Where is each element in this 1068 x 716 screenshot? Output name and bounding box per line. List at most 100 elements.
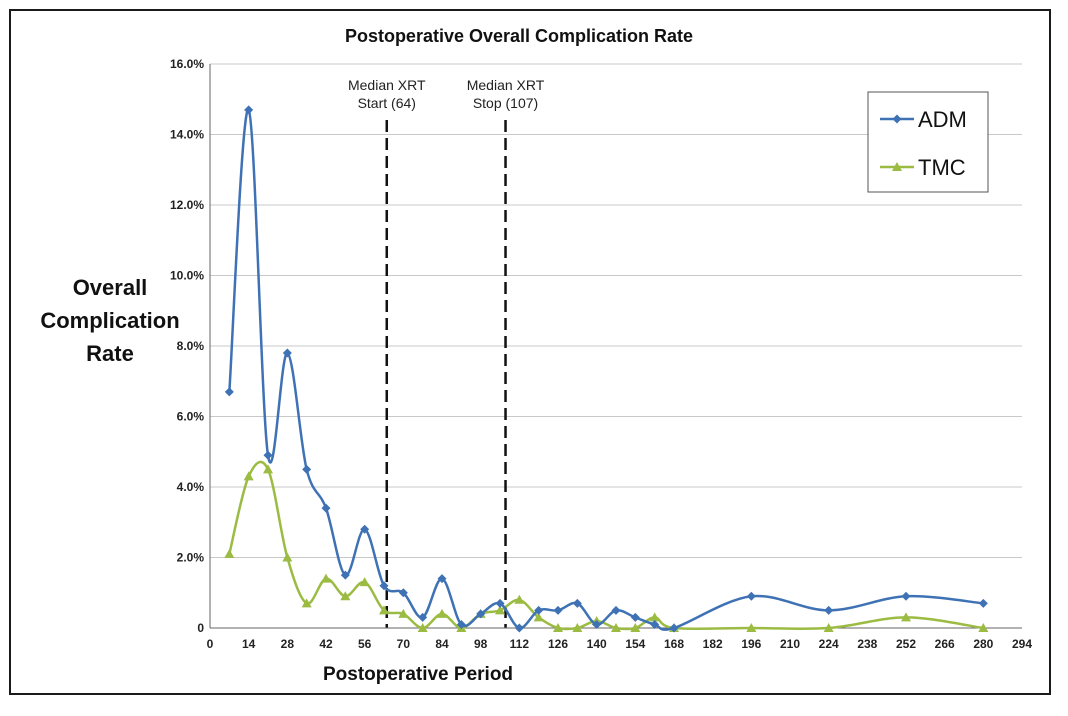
- adm-point: [418, 612, 428, 622]
- adm-point: [224, 387, 234, 397]
- x-tick-label: 154: [625, 637, 645, 651]
- x-tick-label: 0: [207, 637, 214, 651]
- tmc-line: [228, 460, 984, 631]
- x-tick-label: 70: [397, 637, 411, 651]
- tmc-point: [746, 623, 757, 632]
- y-axis-label-line: Rate: [86, 341, 134, 366]
- x-tick-label: 252: [896, 637, 916, 651]
- annotation-label: Stop (107): [473, 95, 538, 111]
- tmc-point: [263, 464, 273, 474]
- adm-point: [553, 605, 563, 615]
- adm-point: [534, 605, 544, 615]
- y-tick-label: 2.0%: [177, 551, 205, 565]
- adm-point: [495, 598, 505, 608]
- tmc-point: [437, 608, 447, 618]
- y-axis-label-line: Overall: [73, 275, 148, 300]
- tmc-point: [823, 623, 834, 632]
- legend-box: [867, 91, 989, 193]
- adm-point: [514, 623, 524, 633]
- x-tick-labels: 0 14 28 42 56 70 84 98 112 126 140 154 168 182 196 210 2…: [207, 637, 1033, 651]
- x-tick-label: 182: [703, 637, 723, 651]
- tmc-point: [321, 573, 331, 583]
- y-tick-label: 10.0%: [170, 269, 204, 283]
- median-xrt-lines: [385, 120, 507, 628]
- tmc-point: [630, 623, 641, 632]
- x-tick-label: 140: [587, 637, 607, 651]
- adm-point: [592, 619, 602, 629]
- x-tick-label: 126: [548, 637, 568, 651]
- adm-point: [824, 605, 834, 615]
- adm-point: [282, 348, 292, 358]
- tmc-point: [514, 594, 525, 604]
- x-tick-label: 294: [1012, 637, 1032, 651]
- tmc-point: [978, 623, 989, 632]
- series-group: [224, 105, 989, 633]
- y-tick-label: 4.0%: [177, 480, 205, 494]
- x-tick-label: 28: [281, 637, 295, 651]
- y-tick-label: 0: [197, 621, 204, 635]
- adm-point: [572, 598, 582, 608]
- adm-point: [650, 619, 660, 629]
- tmc-point: [572, 623, 583, 632]
- tmc-point: [533, 612, 544, 622]
- y-tick-label: 16.0%: [170, 57, 204, 71]
- adm-point: [379, 581, 389, 591]
- tmc-point: [649, 612, 660, 622]
- adm-point: [437, 574, 447, 584]
- tmc-point: [495, 605, 505, 615]
- x-tick-label: 56: [358, 637, 372, 651]
- adm-point: [302, 464, 312, 474]
- tmc-point: [243, 471, 254, 481]
- tmc-point: [359, 577, 370, 587]
- adm-point: [263, 450, 273, 460]
- chart-title: Postoperative Overall Complication Rate: [345, 26, 693, 46]
- tmc-point: [398, 608, 409, 618]
- y-axis-label: Overall Complication Rate: [40, 275, 179, 366]
- x-tick-label: 280: [973, 637, 993, 651]
- tmc-point: [611, 623, 621, 632]
- adm-point: [476, 609, 486, 619]
- adm-point: [360, 524, 370, 534]
- adm-point: [456, 619, 466, 629]
- tmc-point: [282, 552, 293, 562]
- y-tick-label: 12.0%: [170, 198, 204, 212]
- x-tick-label: 196: [741, 637, 761, 651]
- legend-marker-adm: [892, 114, 902, 124]
- adm-point: [340, 570, 350, 580]
- y-tick-label: 14.0%: [170, 128, 204, 142]
- tmc-point: [553, 623, 563, 632]
- adm-point: [244, 105, 254, 115]
- tmc-point: [224, 548, 235, 558]
- x-tick-label: 266: [935, 637, 955, 651]
- legend-label-adm: ADM: [918, 107, 967, 132]
- tmc-point: [379, 605, 389, 615]
- x-tick-label: 210: [780, 637, 800, 651]
- adm-point: [746, 591, 756, 601]
- tmc-point: [417, 623, 428, 632]
- annotation-label: Median XRT: [348, 77, 426, 93]
- tmc-point: [301, 598, 312, 608]
- x-tick-label: 98: [474, 637, 488, 651]
- x-tick-label: 238: [857, 637, 877, 651]
- adm-point: [901, 591, 911, 601]
- x-tick-label: 224: [819, 637, 839, 651]
- y-tick-label: 8.0%: [177, 339, 205, 353]
- x-tick-label: 168: [664, 637, 684, 651]
- adm-point: [669, 623, 679, 633]
- y-tick-label: 6.0%: [177, 410, 205, 424]
- x-tick-label: 112: [510, 637, 530, 651]
- annotation-label: Start (64): [358, 95, 416, 111]
- x-tick-label: 42: [319, 637, 333, 651]
- adm-point: [978, 598, 988, 608]
- annotation-label: Median XRT: [467, 77, 545, 93]
- x-axis-label: Postoperative Period: [323, 664, 513, 685]
- tmc-point: [340, 591, 351, 601]
- y-axis-label-line: Complication: [40, 308, 179, 333]
- x-tick-label: 84: [435, 637, 449, 651]
- tmc-point: [901, 612, 911, 622]
- x-tick-label: 14: [242, 637, 256, 651]
- adm-point: [611, 605, 621, 615]
- legend-label-tmc: TMC: [918, 155, 966, 180]
- annotations: Median XRT Start (64) Median XRT Stop (107): [348, 77, 545, 111]
